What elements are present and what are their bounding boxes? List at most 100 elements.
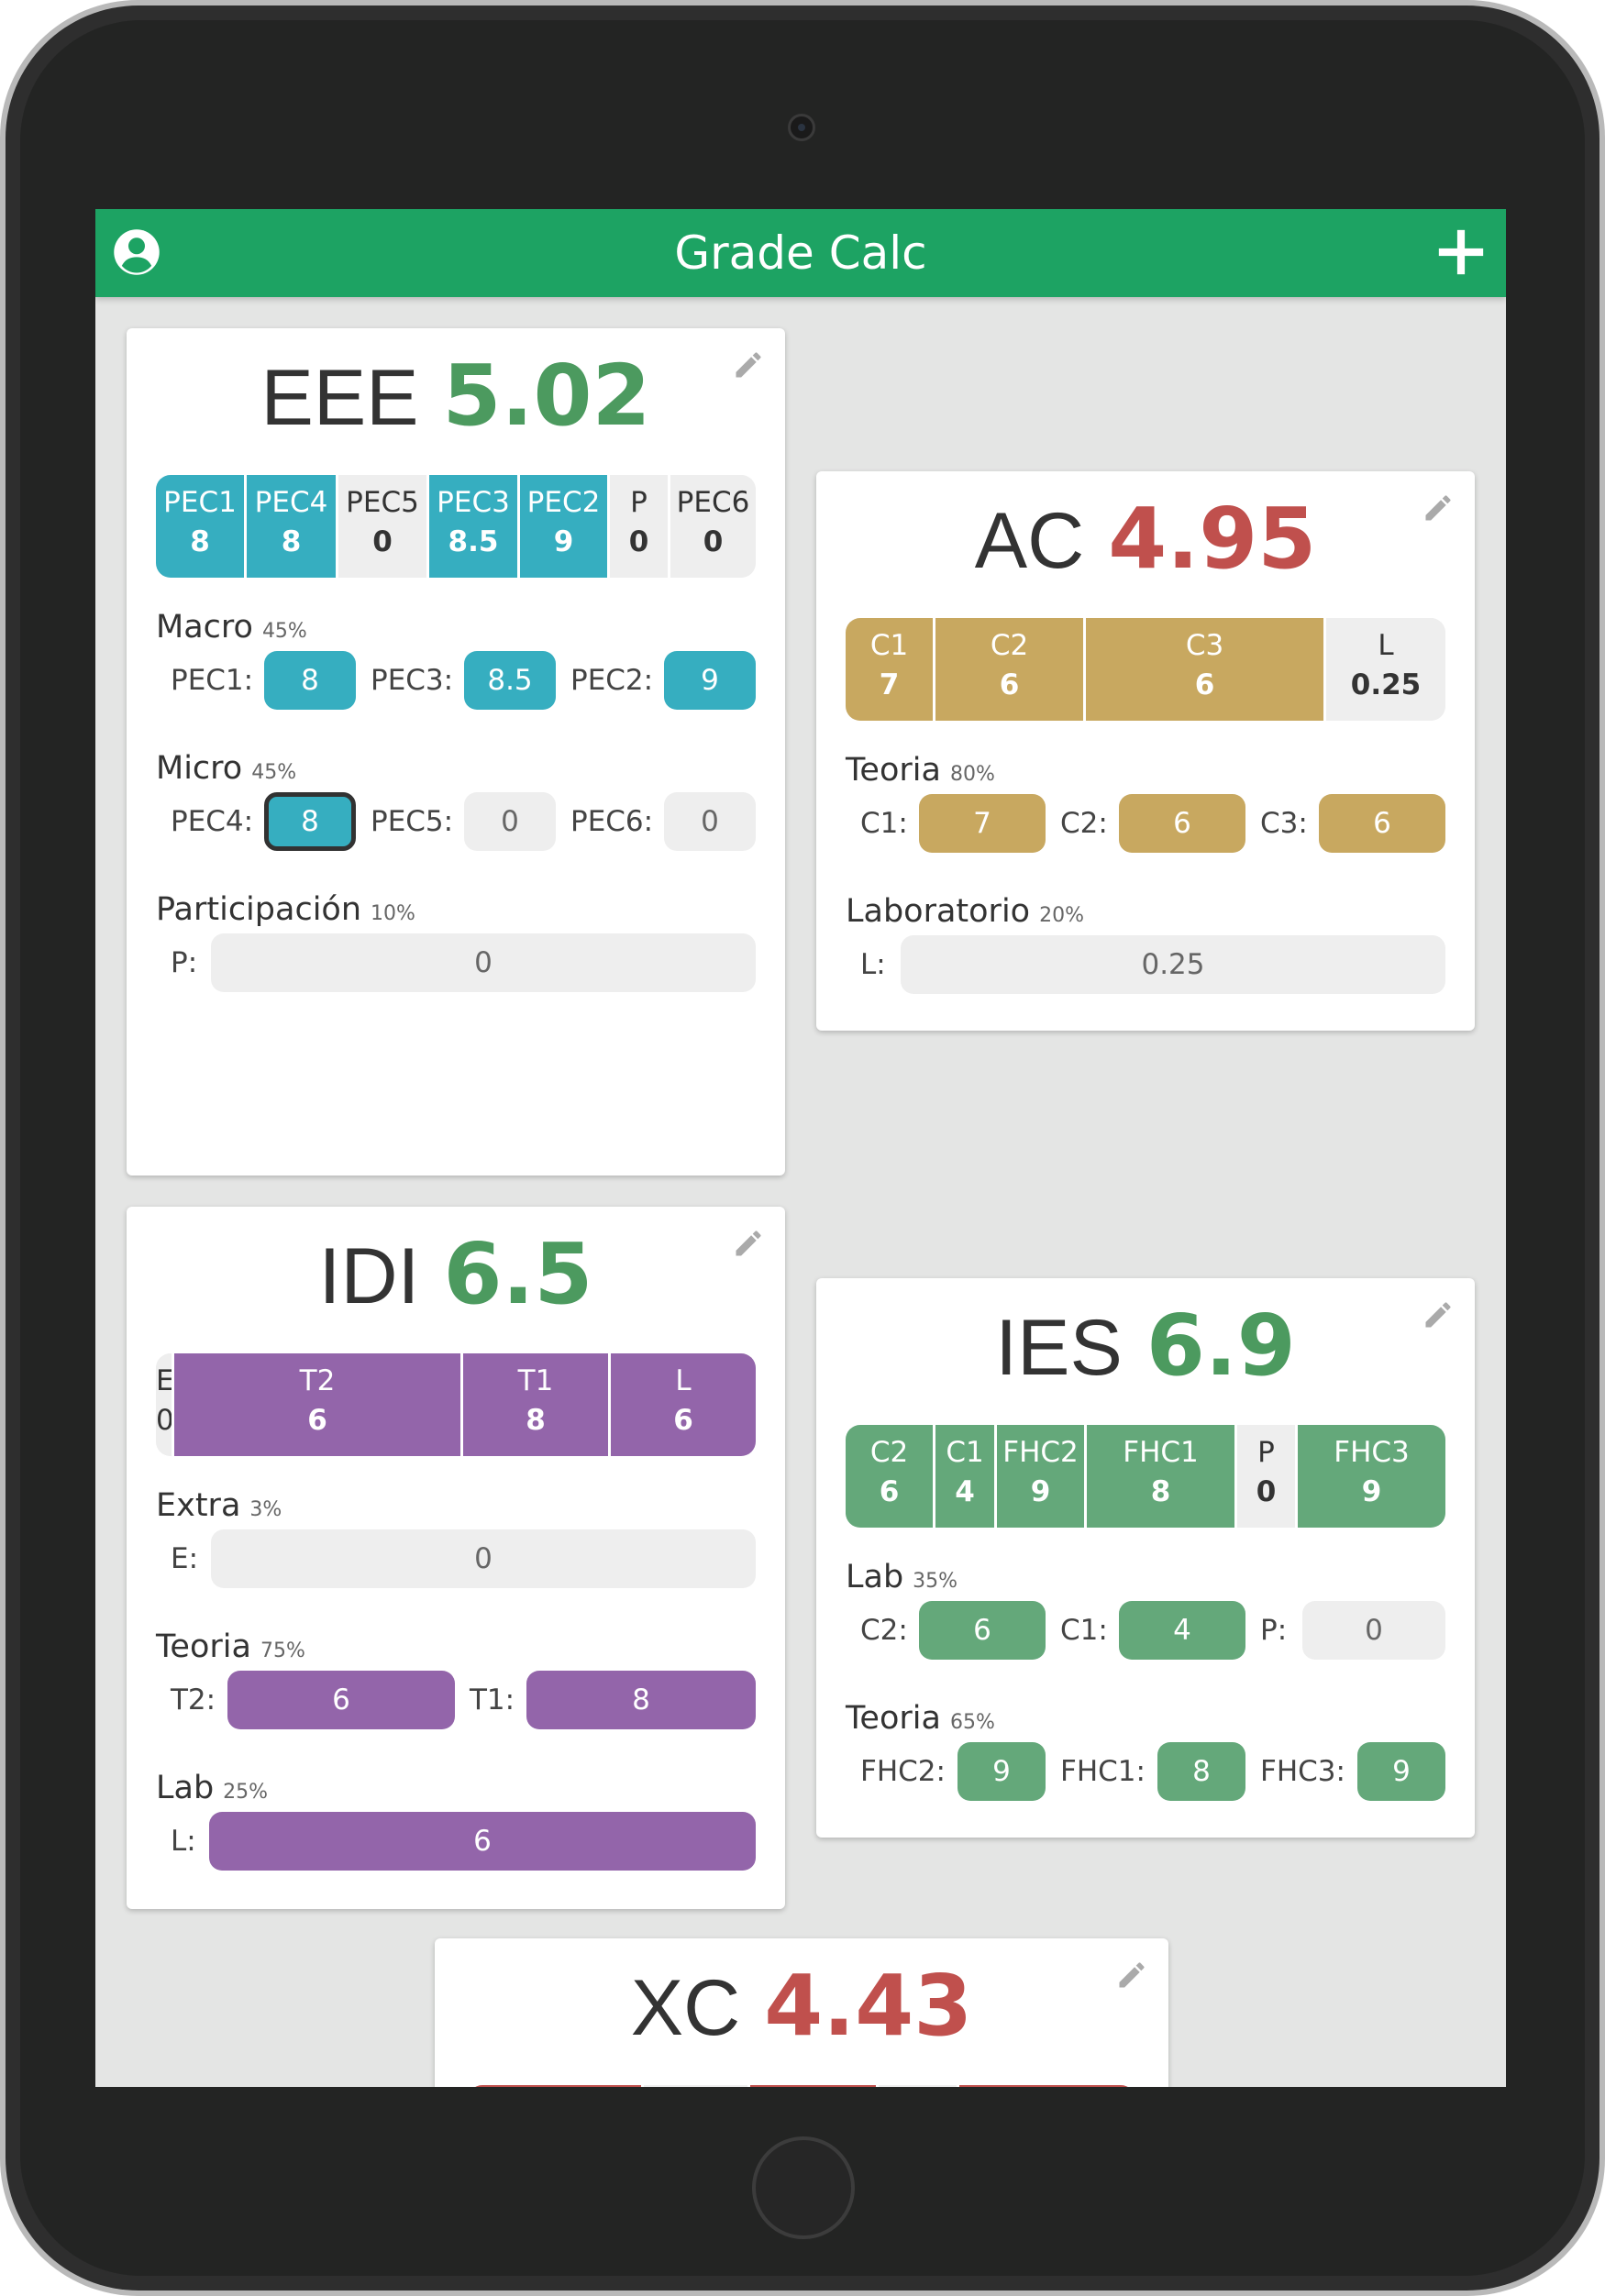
grade-input[interactable]: 6 bbox=[1119, 794, 1245, 853]
card-header: IDI 6.5 bbox=[127, 1225, 785, 1323]
card-header: AC 4.95 bbox=[816, 490, 1475, 588]
bar-segment: C2 6 bbox=[846, 1425, 935, 1528]
course-grade: 5.02 bbox=[442, 347, 651, 445]
bar-segment bbox=[468, 2085, 644, 2087]
course-name: IDI bbox=[318, 1232, 420, 1320]
field-label: FHC3: bbox=[1260, 1755, 1345, 1788]
grade-input[interactable]: 6 bbox=[209, 1812, 756, 1871]
card-header: XC 4.43 bbox=[435, 1957, 1168, 2055]
grade-input[interactable]: 8 bbox=[264, 651, 356, 710]
field-label: L: bbox=[171, 1825, 196, 1858]
field-label: C1: bbox=[1060, 1614, 1108, 1647]
grade-input[interactable]: 0 bbox=[1302, 1601, 1445, 1660]
grade-input[interactable]: 9 bbox=[957, 1742, 1046, 1801]
bar-segment: L 0.25 bbox=[1326, 618, 1445, 721]
bar-segment bbox=[750, 2085, 879, 2087]
grade-input[interactable]: 8.5 bbox=[464, 651, 556, 710]
field-label: PEC5: bbox=[371, 805, 454, 838]
grade-input[interactable]: 8 bbox=[264, 792, 356, 851]
field-label: P: bbox=[171, 946, 198, 979]
field-label: C3: bbox=[1260, 807, 1308, 840]
field-label: PEC4: bbox=[171, 805, 254, 838]
grade-input[interactable]: 0 bbox=[211, 1529, 756, 1588]
field-label: FHC1: bbox=[1060, 1755, 1146, 1788]
bar-segment: PEC1 8 bbox=[156, 475, 247, 578]
pencil-icon[interactable] bbox=[1422, 1298, 1455, 1331]
grade-input[interactable]: 0 bbox=[464, 792, 556, 851]
grade-input[interactable]: 6 bbox=[919, 1601, 1046, 1660]
grade-input[interactable]: 4 bbox=[1119, 1601, 1245, 1660]
plus-icon[interactable] bbox=[1434, 226, 1488, 279]
course-name: IES bbox=[995, 1304, 1123, 1392]
grade-input[interactable]: 8 bbox=[526, 1671, 756, 1729]
bar-segment: PEC3 8.5 bbox=[429, 475, 520, 578]
grade-bar bbox=[468, 2085, 1135, 2087]
grade-input[interactable]: 7 bbox=[919, 794, 1046, 853]
grade-input[interactable]: 6 bbox=[1319, 794, 1445, 853]
grade-input[interactable]: 6 bbox=[227, 1671, 455, 1729]
grade-input[interactable]: 0 bbox=[664, 792, 756, 851]
grade-input[interactable]: 0.25 bbox=[901, 935, 1445, 994]
course-name: EEE bbox=[260, 354, 419, 442]
grade-input[interactable]: 9 bbox=[664, 651, 756, 710]
section-title: Teoria 75% bbox=[156, 1628, 305, 1665]
app-title: Grade Calc bbox=[674, 226, 927, 280]
course-grade: 6.9 bbox=[1146, 1297, 1296, 1395]
app-screen: Grade Calc EEE 5.02 PEC1 8 PEC4 8 PEC5 0 PEC… bbox=[95, 209, 1506, 2087]
course-name: AC bbox=[974, 497, 1085, 585]
section-title: Teoria 65% bbox=[846, 1700, 995, 1737]
course-card-ac[interactable]: AC 4.95 C1 7 C2 6 C3 6 L 0.25 Teoria 80% C1: 7… bbox=[816, 471, 1475, 1031]
user-circle-icon[interactable] bbox=[112, 227, 161, 277]
bar-segment: FHC1 8 bbox=[1087, 1425, 1237, 1528]
section-title: Lab 35% bbox=[846, 1559, 958, 1595]
grade-input[interactable]: 9 bbox=[1357, 1742, 1445, 1801]
grade-bar: C1 7 C2 6 C3 6 L 0.25 bbox=[846, 618, 1445, 721]
section-title: Micro 45% bbox=[156, 750, 297, 787]
bar-segment: PEC5 0 bbox=[338, 475, 429, 578]
bar-segment: T1 8 bbox=[463, 1353, 611, 1456]
section-title: Lab 25% bbox=[156, 1770, 269, 1806]
section-title: Participación 10% bbox=[156, 891, 415, 928]
field-label: PEC3: bbox=[371, 664, 454, 697]
course-grade: 4.95 bbox=[1108, 490, 1317, 588]
field-label: C2: bbox=[1060, 807, 1108, 840]
field-label: C1: bbox=[860, 807, 908, 840]
bar-segment: C2 6 bbox=[935, 618, 1086, 721]
field-label: P: bbox=[1260, 1614, 1288, 1647]
course-card-eee[interactable]: EEE 5.02 PEC1 8 PEC4 8 PEC5 0 PEC3 8.5 PEC2 9 … bbox=[127, 328, 785, 1176]
course-grade: 6.5 bbox=[443, 1225, 593, 1323]
course-card-xc[interactable]: XC 4.43 bbox=[435, 1938, 1168, 2087]
card-header: EEE 5.02 bbox=[127, 347, 785, 445]
bar-segment: FHC3 9 bbox=[1298, 1425, 1445, 1528]
card-header: IES 6.9 bbox=[816, 1297, 1475, 1395]
bar-segment: T2 6 bbox=[174, 1353, 463, 1456]
app-bar: Grade Calc bbox=[95, 209, 1506, 297]
course-grade: 4.43 bbox=[764, 1957, 973, 2055]
bar-segment: C1 7 bbox=[846, 618, 935, 721]
pencil-icon[interactable] bbox=[732, 348, 765, 381]
bar-segment bbox=[879, 2085, 959, 2087]
bar-segment: C3 6 bbox=[1086, 618, 1326, 721]
home-button[interactable] bbox=[752, 2136, 855, 2239]
section-title: Laboratorio 20% bbox=[846, 893, 1084, 930]
grade-input[interactable]: 0 bbox=[211, 933, 756, 992]
grade-input[interactable]: 8 bbox=[1157, 1742, 1245, 1801]
field-label: T1: bbox=[470, 1683, 515, 1716]
field-label: C2: bbox=[860, 1614, 908, 1647]
field-label: PEC2: bbox=[570, 664, 654, 697]
field-label: PEC1: bbox=[171, 664, 254, 697]
pencil-icon[interactable] bbox=[1115, 1959, 1148, 1992]
pencil-icon[interactable] bbox=[732, 1227, 765, 1260]
field-label: T2: bbox=[171, 1683, 216, 1716]
pencil-icon[interactable] bbox=[1422, 491, 1455, 524]
field-label: L: bbox=[860, 948, 886, 981]
